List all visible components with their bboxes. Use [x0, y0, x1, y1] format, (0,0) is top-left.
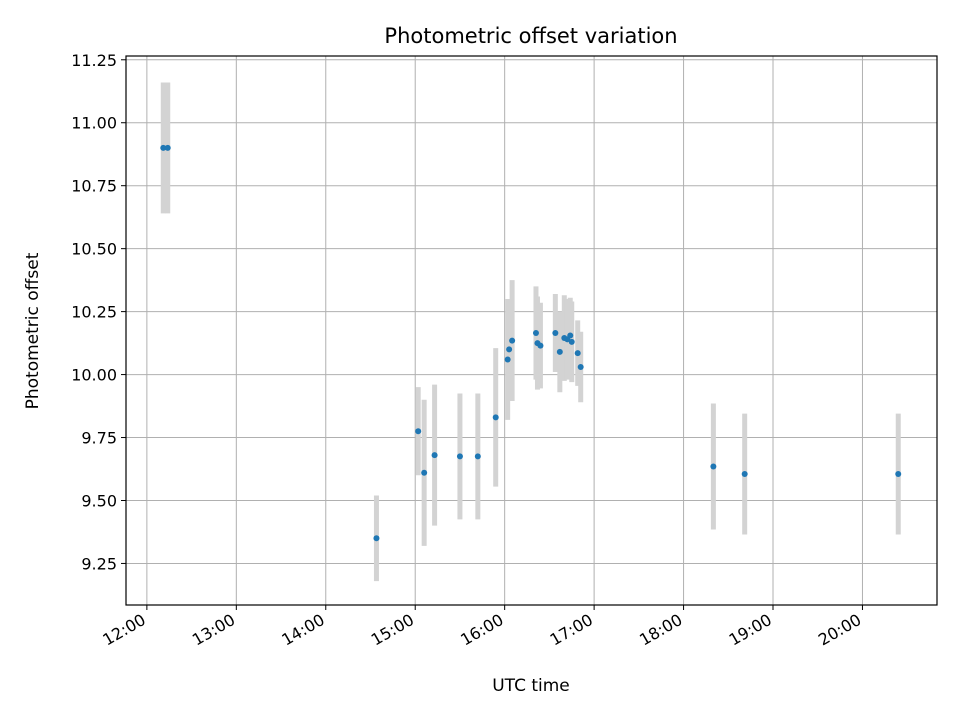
data-point — [474, 453, 481, 460]
y-tick-label: 9.50 — [81, 491, 117, 510]
plot-frame — [125, 55, 938, 606]
data-point — [160, 144, 167, 151]
y-tick-label: 11.25 — [71, 51, 117, 70]
plot-area-background — [126, 56, 937, 605]
data-point — [492, 414, 499, 421]
x-axis-label: UTC time — [492, 676, 570, 696]
y-tick-label: 11.00 — [71, 114, 117, 133]
y-tick-label: 10.25 — [71, 303, 117, 322]
data-point — [506, 346, 513, 353]
data-point — [574, 350, 581, 357]
data-point — [577, 364, 584, 371]
data-point — [456, 453, 463, 460]
data-point — [741, 471, 748, 478]
chart-title: Photometric offset variation — [384, 24, 677, 48]
data-points — [160, 144, 902, 542]
y-tick-label: 9.75 — [81, 429, 117, 448]
y-axis: 9.25 9.50 9.75 10.00 10.25 10.50 10.75 11.00 11.… — [71, 51, 126, 573]
data-point — [556, 348, 563, 355]
data-point — [552, 330, 559, 337]
y-tick-label: 9.25 — [81, 554, 117, 573]
data-point — [532, 330, 539, 337]
data-point — [373, 535, 380, 542]
data-point — [537, 342, 544, 349]
data-point — [421, 469, 428, 476]
data-point — [710, 463, 717, 470]
y-tick-label: 10.00 — [71, 366, 117, 385]
data-point — [895, 471, 902, 478]
data-point — [568, 338, 575, 345]
data-point — [431, 452, 438, 459]
data-point — [504, 356, 511, 363]
y-tick-label: 10.75 — [71, 177, 117, 196]
y-axis-label: Photometric offset — [23, 252, 43, 409]
data-point — [164, 144, 171, 151]
data-point — [567, 332, 574, 339]
data-point — [415, 428, 422, 435]
data-point — [509, 337, 516, 344]
grid — [126, 56, 937, 605]
y-tick-label: 10.50 — [71, 240, 117, 259]
